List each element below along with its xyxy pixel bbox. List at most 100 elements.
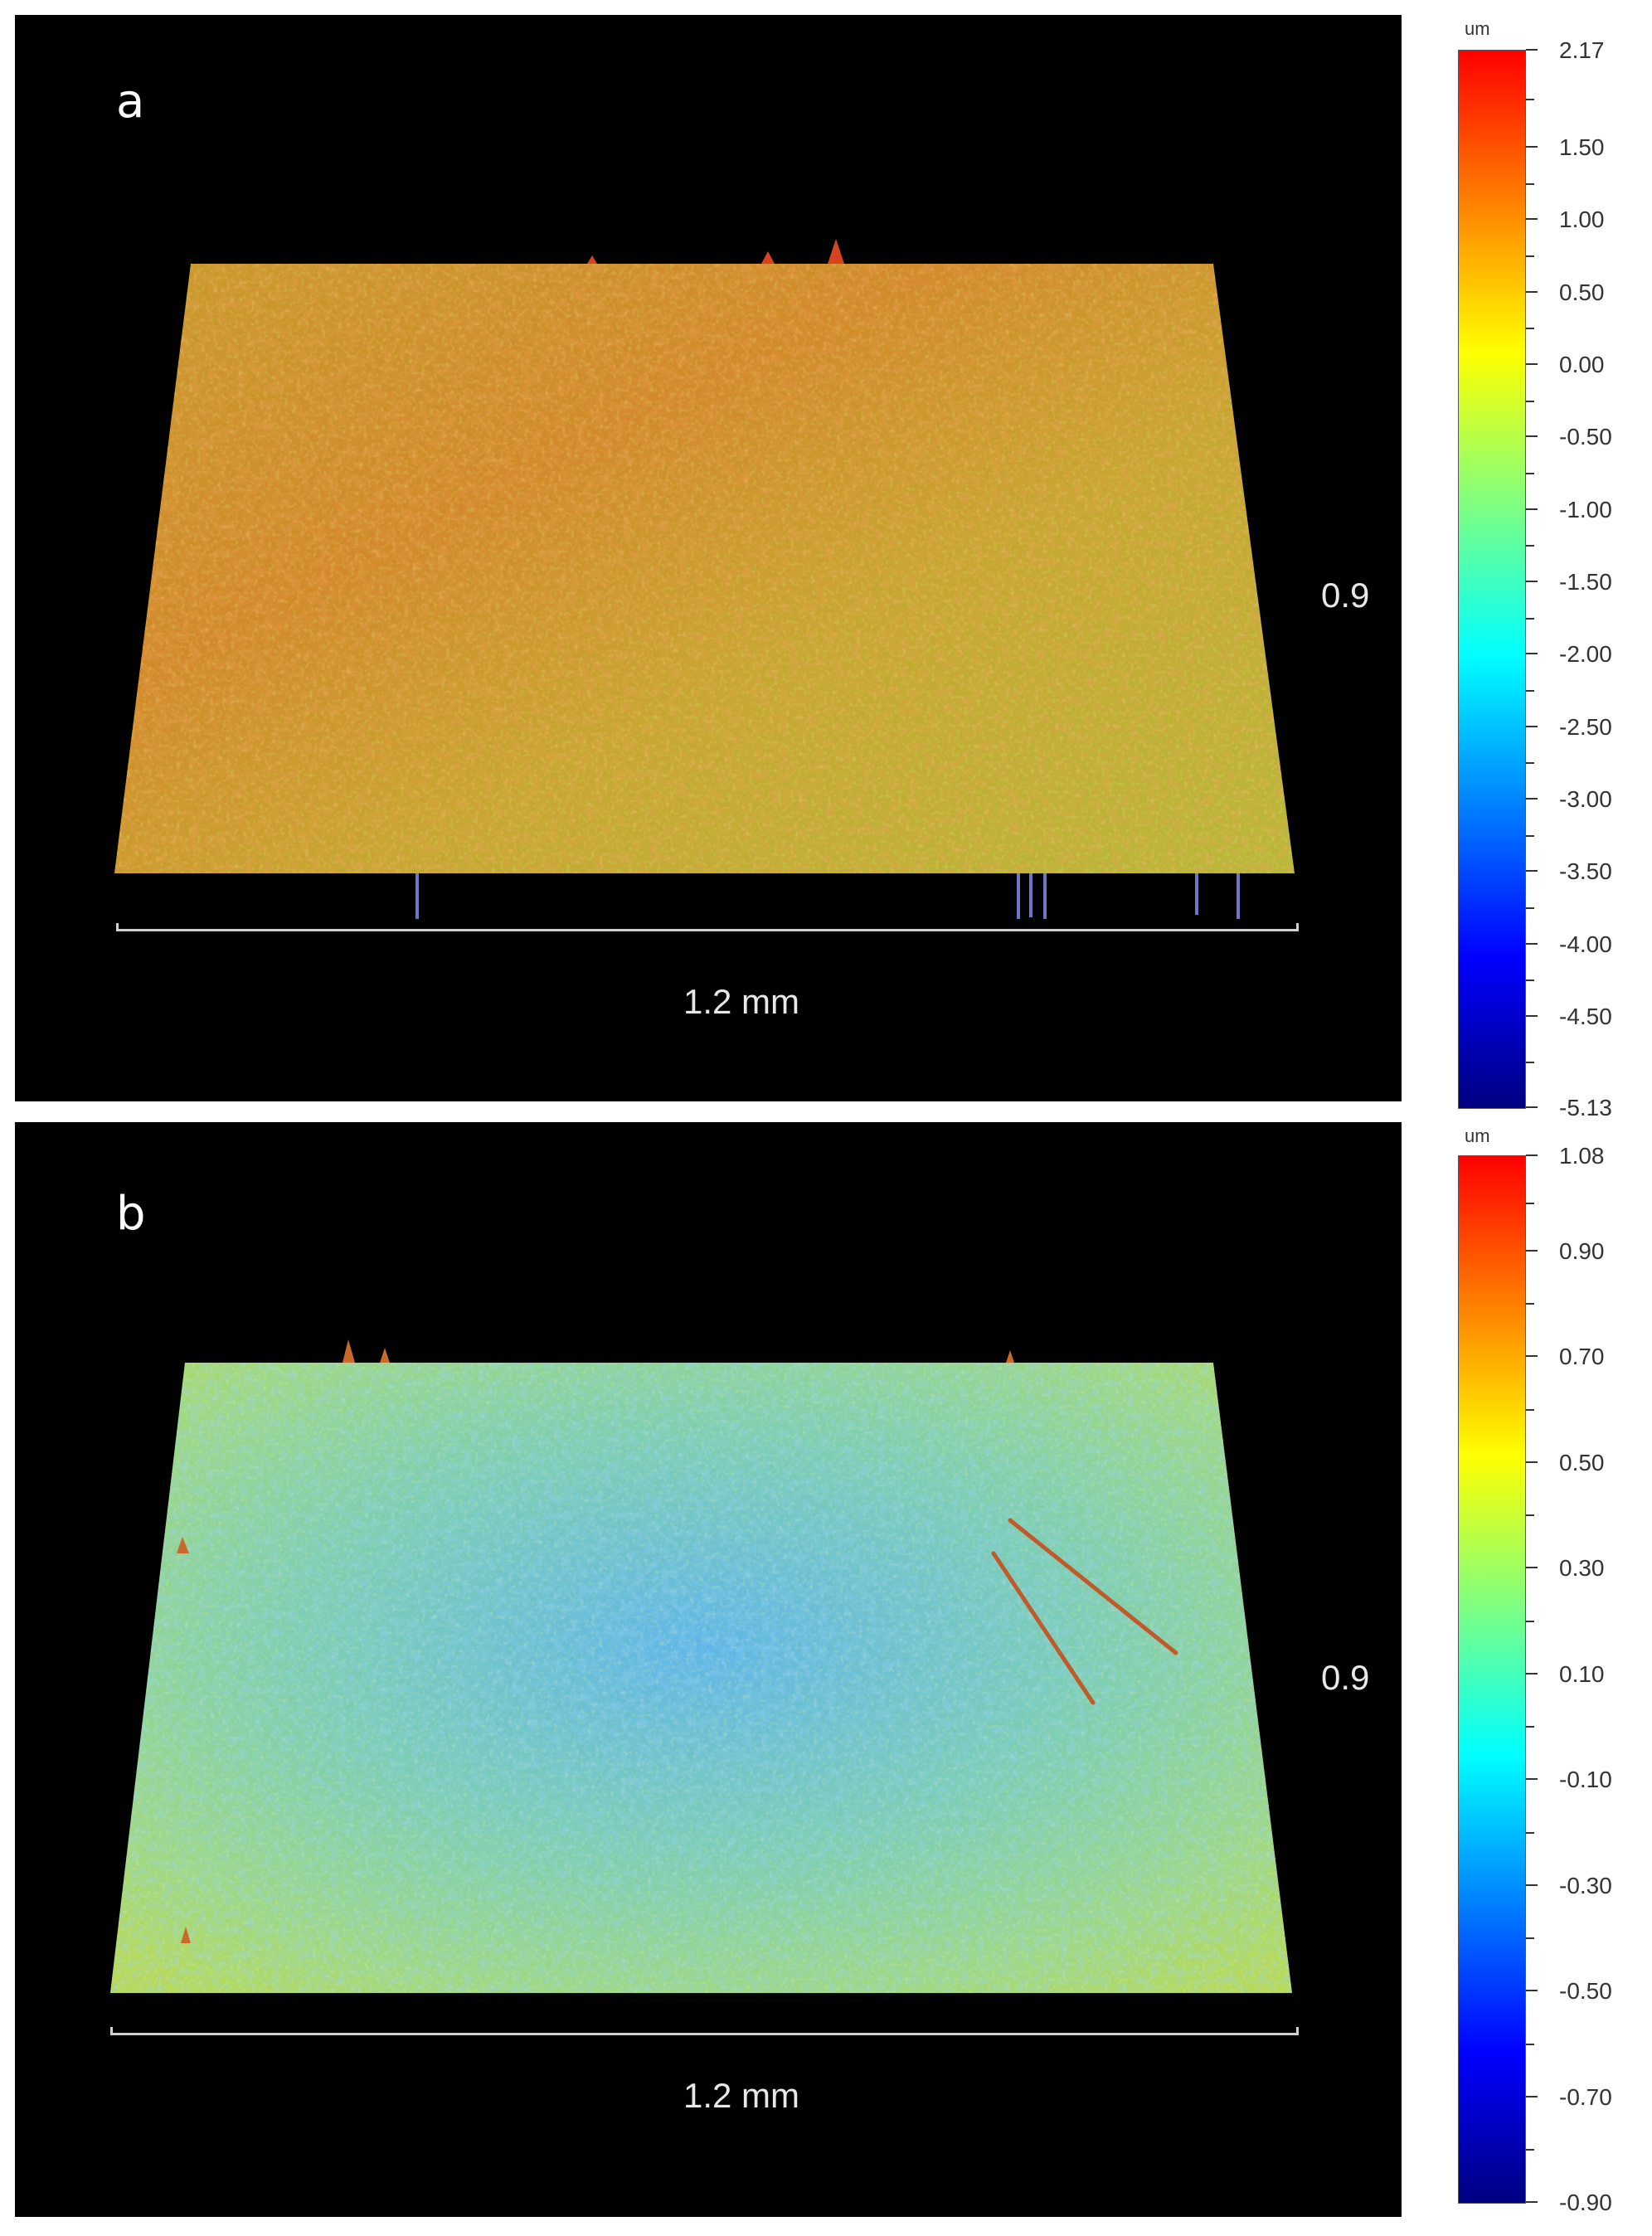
colorbar-tick-mark [1526, 870, 1538, 873]
colorbar-unit-a: um [1465, 18, 1490, 39]
colorbar-tick-label: -4.50 [1559, 1003, 1612, 1029]
colorbar-tick-mark [1526, 942, 1538, 945]
colorbar-tick-label: -2.50 [1559, 713, 1612, 740]
colorbar-minor-tick [1526, 545, 1534, 547]
colorbar-minor-tick [1526, 473, 1534, 474]
colorbar-tick-mark [1526, 580, 1538, 582]
colorbar-tick-mark [1526, 1567, 1538, 1569]
colorbar-tick-label: 1.00 [1559, 207, 1605, 233]
colorbar-minor-tick [1526, 1726, 1534, 1728]
colorbar-tick-label: 0.00 [1559, 352, 1605, 377]
colorbar-tick-label: 0.30 [1559, 1555, 1605, 1582]
colorbar-tick-label: -0.90 [1559, 2190, 1612, 2215]
x-dimension-label-b: 1.2 mm [683, 2076, 800, 2115]
colorbar-minor-tick [1526, 1303, 1534, 1305]
surface-b-ridges [991, 1518, 1178, 1705]
colorbar-tick-label: -5.13 [1559, 1095, 1612, 1120]
colorbar-tick-label: 0.50 [1559, 1449, 1605, 1475]
colorbar-tick-label: -0.50 [1559, 1978, 1612, 2005]
colorbar-tick-label: 1.08 [1559, 1143, 1605, 1169]
colorbar-tick-mark [1526, 290, 1538, 293]
surface-b-texture-2 [110, 1363, 1292, 1993]
colorbar-minor-tick [1526, 762, 1534, 765]
colorbar-minor-tick [1526, 255, 1534, 257]
colorbar-tick-mark [1526, 653, 1538, 655]
colorbar-tick-mark [1526, 1355, 1538, 1358]
y-dimension-label-a: 0.9 [1321, 576, 1370, 615]
colorbar-tick-label: -2.00 [1559, 641, 1612, 668]
colorbar-tick-label: 1.50 [1559, 134, 1605, 161]
surface-plot-b [110, 1339, 1292, 1993]
colorbar-tick-label: 0.90 [1559, 1237, 1605, 1264]
colorbar-minor-tick [1526, 907, 1534, 909]
surface-b-peaks [177, 1339, 1014, 1943]
colorbar-tick-label: -0.70 [1559, 2083, 1612, 2110]
panel-label-a: a [116, 75, 145, 129]
colorbar-minor-tick [1526, 689, 1534, 692]
colorbar-tick-label: -3.50 [1559, 858, 1612, 885]
colorbar-tick-label: 2.17 [1559, 37, 1605, 63]
colorbar-minor-tick [1526, 979, 1534, 982]
colorbar-minor-tick [1526, 400, 1534, 402]
colorbar-tick-mark [1526, 49, 1538, 51]
colorbar-tick-mark [1526, 1461, 1538, 1463]
colorbar-minor-tick [1526, 328, 1534, 330]
colorbar-tick-mark [1526, 1884, 1538, 1886]
colorbar-tick-mark [1526, 2095, 1538, 2097]
colorbar-tick-label: -1.50 [1559, 568, 1612, 595]
colorbar-tick-mark [1526, 725, 1538, 727]
colorbar-tick-label: 0.50 [1559, 279, 1605, 305]
panel-label-b: b [116, 1187, 146, 1241]
colorbar-tick-mark [1526, 1106, 1538, 1108]
x-scale-line-b [110, 2027, 1299, 2035]
colorbar-minor-tick [1526, 1061, 1534, 1063]
colorbar-tick-mark [1526, 146, 1538, 148]
colorbar-unit-b: um [1465, 1125, 1490, 1146]
colorbar-tick-mark [1526, 508, 1538, 510]
colorbar-tick-mark [1526, 218, 1538, 221]
colorbar-ticks-b: 1.08 0.90 0.70 0.50 0.30 0.10 -0.10 -0.30 -0.50 -… [1526, 1143, 1650, 2215]
colorbar-b: um 1.08 0.90 0.70 0.50 0.30 0.10 -0.10 -0.30 -0.… [1433, 1122, 1652, 2217]
colorbar-tick-label: 0.70 [1559, 1344, 1605, 1370]
colorbar-minor-tick [1526, 1831, 1534, 1834]
colorbar-tick-mark [1526, 797, 1538, 800]
colorbar-minor-tick [1526, 1408, 1534, 1411]
colorbar-minor-tick [1526, 834, 1534, 837]
x-dimension-label-a: 1.2 mm [683, 982, 800, 1021]
colorbar-gradient-a [1458, 50, 1526, 1109]
colorbar-minor-tick [1526, 1203, 1534, 1205]
surface-a-texture-2 [114, 264, 1295, 873]
colorbar-minor-tick [1526, 1514, 1534, 1517]
colorbar-tick-mark [1526, 363, 1538, 365]
colorbar-tick-mark [1526, 1778, 1538, 1781]
colorbar-tick-label: -1.00 [1559, 496, 1612, 523]
colorbar-tick-label: -0.30 [1559, 1872, 1612, 1898]
colorbar-minor-tick [1526, 182, 1534, 185]
surface-a-spikes [587, 239, 844, 264]
colorbar-minor-tick [1526, 617, 1534, 620]
surface-panel-b: b 0.9 1.2 mm [15, 1122, 1402, 2217]
colorbar-tick-label: -3.00 [1559, 785, 1612, 812]
x-scale-line-a [116, 923, 1299, 931]
surface-plot-a [114, 239, 1295, 919]
colorbar-tick-mark [1526, 1990, 1538, 1992]
colorbar-tick-label: 0.10 [1559, 1660, 1605, 1687]
colorbar-minor-tick [1526, 98, 1534, 100]
colorbar-tick-mark [1526, 1672, 1538, 1675]
surface-panel-a: a 0.9 1.2 mm [15, 15, 1402, 1101]
colorbar-ticks-a: 2.17 1.50 1.00 0.50 0.00 -0.50 -1.00 -1.50 -2.00… [1526, 37, 1650, 1120]
colorbar-tick-label: -0.50 [1559, 424, 1612, 450]
colorbar-tick-label: -4.00 [1559, 931, 1612, 957]
colorbar-tick-mark [1526, 1014, 1538, 1017]
colorbar-minor-tick [1526, 2149, 1534, 2151]
colorbar-tick-mark [1526, 435, 1538, 438]
colorbar-minor-tick [1526, 1620, 1534, 1622]
colorbar-tick-mark [1526, 1249, 1538, 1252]
colorbar-minor-tick [1526, 1937, 1534, 1940]
y-dimension-label-b: 0.9 [1321, 1658, 1370, 1697]
colorbar-minor-tick [1526, 2043, 1534, 2045]
colorbar-tick-mark [1526, 2201, 1538, 2203]
colorbar-gradient-b [1458, 1155, 1526, 2204]
colorbar-tick-label: -0.10 [1559, 1767, 1612, 1793]
colorbar-tick-mark [1526, 1154, 1538, 1156]
